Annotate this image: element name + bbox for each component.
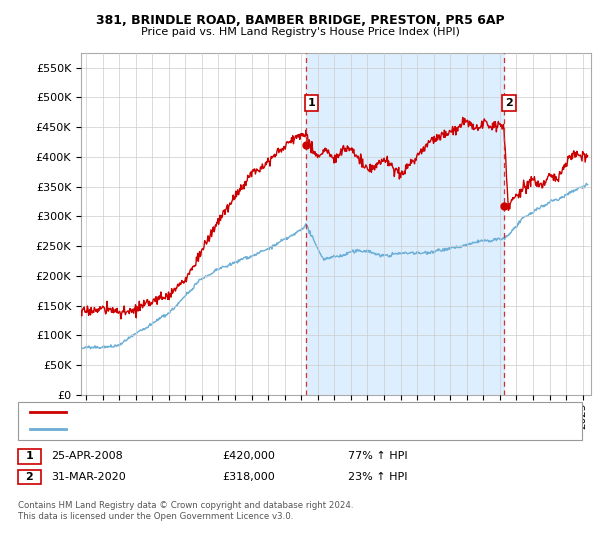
Text: 1: 1 (307, 98, 315, 108)
Text: £318,000: £318,000 (222, 472, 275, 482)
Text: HPI: Average price, detached house, South Ribble: HPI: Average price, detached house, Sout… (72, 424, 315, 434)
Text: 2: 2 (26, 472, 33, 482)
Text: 381, BRINDLE ROAD, BAMBER BRIDGE, PRESTON, PR5 6AP: 381, BRINDLE ROAD, BAMBER BRIDGE, PRESTO… (95, 14, 505, 27)
Text: 1: 1 (26, 451, 33, 461)
Text: 25-APR-2008: 25-APR-2008 (51, 451, 123, 461)
Bar (306, 53, 504, 395)
Text: 381, BRINDLE ROAD, BAMBER BRIDGE, PRESTON, PR5 6AP (detached house): 381, BRINDLE ROAD, BAMBER BRIDGE, PRESTO… (72, 407, 449, 417)
Text: 2: 2 (505, 98, 513, 108)
Text: 23% ↑ HPI: 23% ↑ HPI (348, 472, 407, 482)
Text: 77% ↑ HPI: 77% ↑ HPI (348, 451, 407, 461)
Text: Price paid vs. HM Land Registry's House Price Index (HPI): Price paid vs. HM Land Registry's House … (140, 27, 460, 37)
Text: Contains HM Land Registry data © Crown copyright and database right 2024.
This d: Contains HM Land Registry data © Crown c… (18, 501, 353, 521)
Text: 31-MAR-2020: 31-MAR-2020 (51, 472, 126, 482)
Text: £420,000: £420,000 (222, 451, 275, 461)
